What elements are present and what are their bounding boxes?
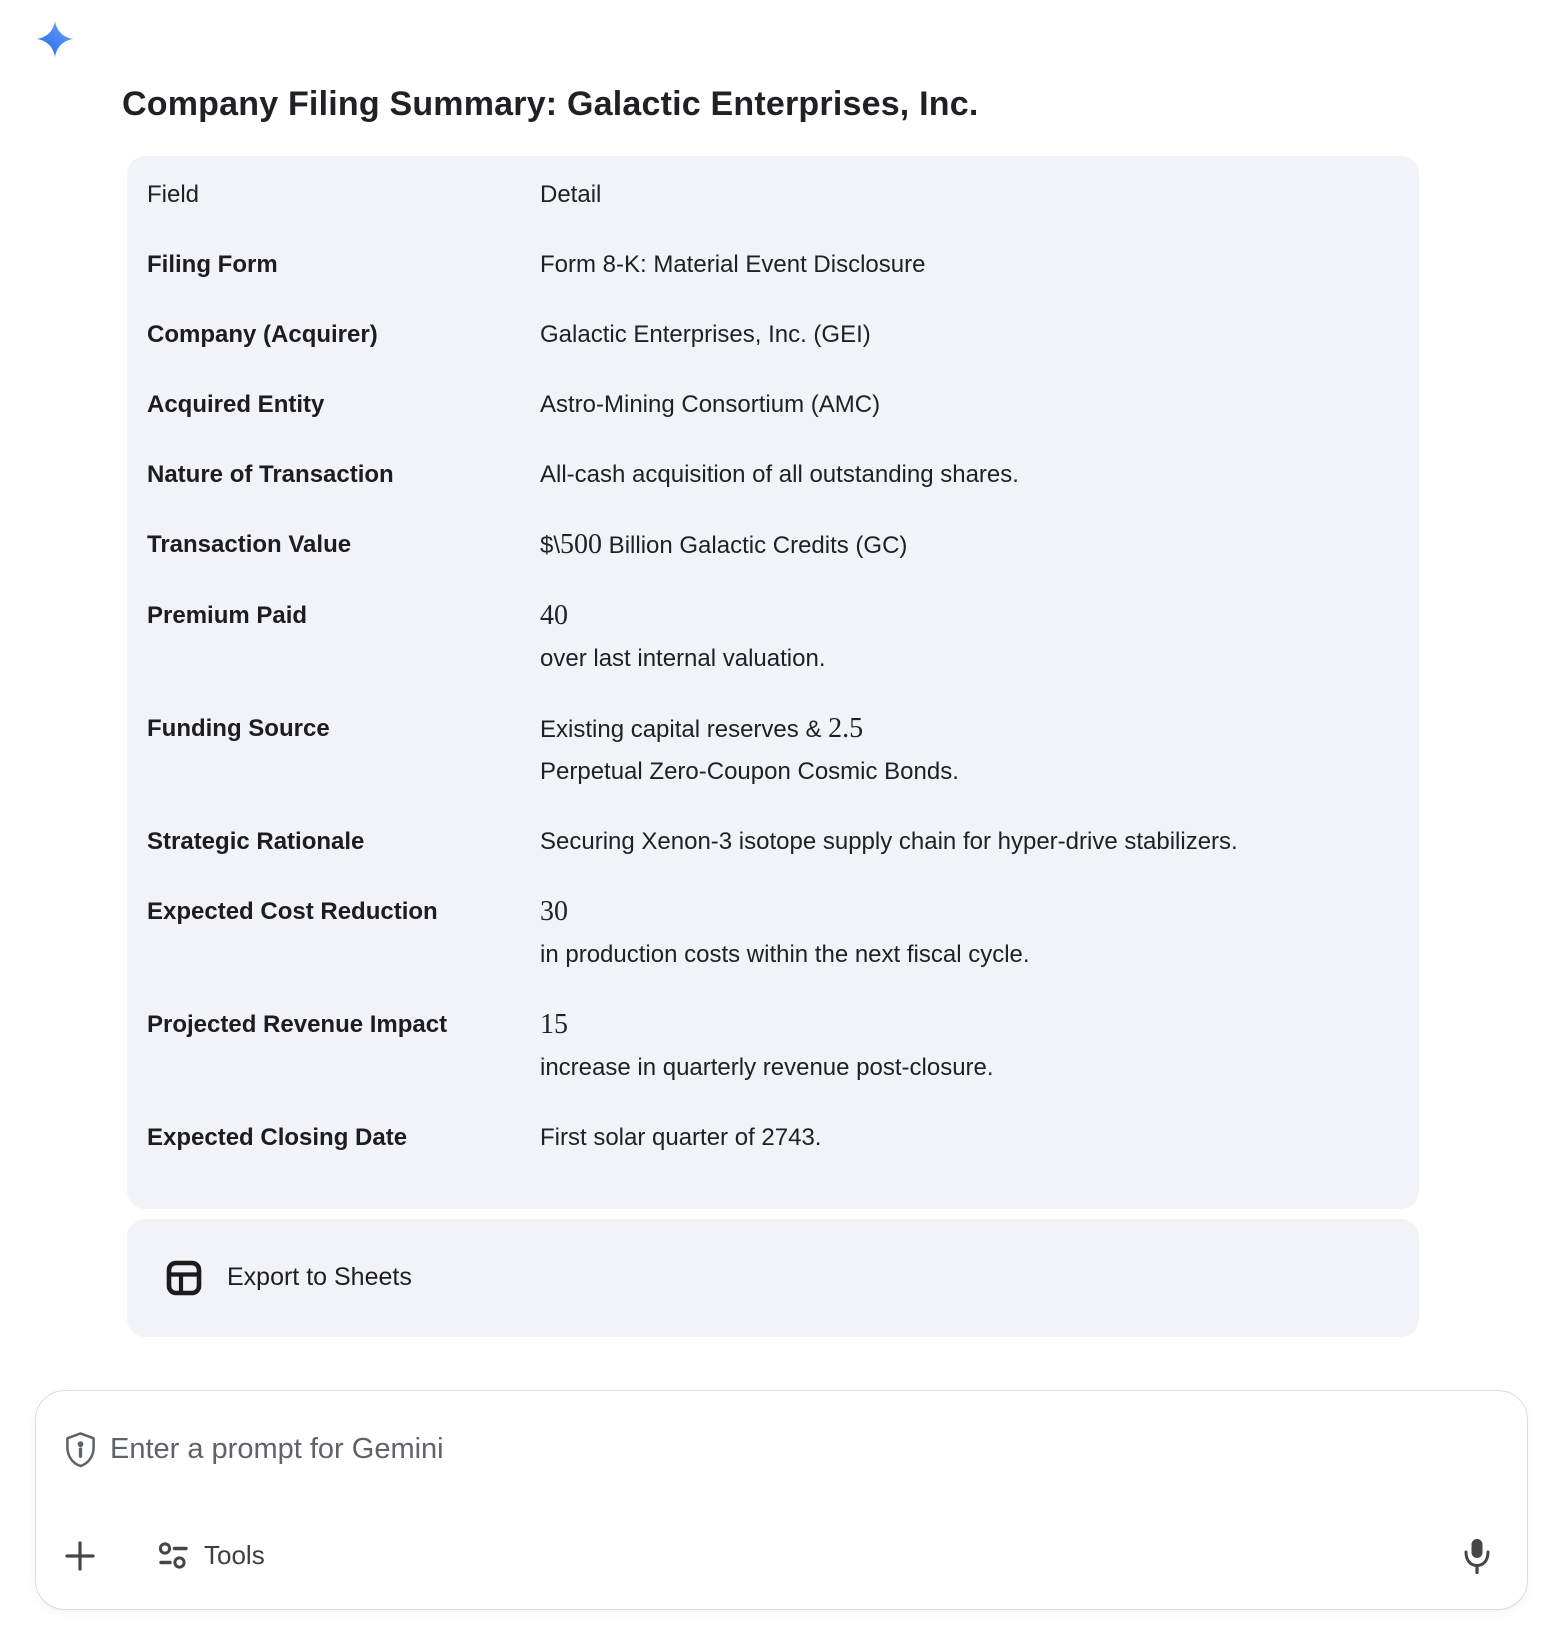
detail-line: Astro-Mining Consortium (AMC)	[540, 390, 881, 418]
table-row: Projected Revenue Impact 15 increase in qu…	[127, 990, 1419, 1103]
detail-line: 15	[540, 1008, 568, 1040]
page-title: Company Filing Summary: Galactic Enterpr…	[122, 85, 979, 123]
tune-icon	[158, 1542, 189, 1569]
detail-value: First solar quarter of 2743.	[540, 1117, 1393, 1159]
table-row: Premium Paid 40 over last internal valuati…	[127, 581, 1419, 694]
table-row: Filing Form Form 8-K: Material Event Disc…	[127, 230, 1419, 300]
field-label: Nature of Transaction	[147, 460, 394, 488]
prompt-input[interactable]: Enter a prompt for Gemini	[110, 1432, 444, 1465]
column-header-detail: Detail	[540, 180, 602, 208]
detail-value: 15 increase in quarterly revenue post-clo…	[540, 1004, 1393, 1089]
sheets-table-icon	[164, 1258, 204, 1298]
field-label: Company (Acquirer)	[147, 320, 378, 348]
detail-value: $\500 Billion Galactic Credits (GC)	[540, 524, 1393, 567]
tools-button[interactable]: Tools	[158, 1540, 265, 1571]
detail-value: 40 over last internal valuation.	[540, 595, 1393, 680]
table-row: Nature of Transaction All-cash acquisitio…	[127, 440, 1419, 510]
table-row: Expected Cost Reduction 30 in production c…	[127, 877, 1419, 990]
tools-label: Tools	[204, 1540, 265, 1571]
shield-icon	[64, 1431, 97, 1468]
detail-line: Securing Xenon-3 isotope supply chain fo…	[540, 827, 1238, 855]
export-to-sheets-button[interactable]: Export to Sheets	[127, 1218, 1419, 1337]
detail-value: Galactic Enterprises, Inc. (GEI)	[540, 314, 1393, 356]
add-button[interactable]	[64, 1540, 96, 1572]
field-label: Expected Closing Date	[147, 1123, 408, 1151]
field-label: Filing Form	[147, 250, 278, 278]
table-row: Company (Acquirer) Galactic Enterprises, …	[127, 300, 1419, 370]
detail-line: increase in quarterly revenue post-closu…	[540, 1053, 994, 1081]
gemini-sparkle-icon	[36, 20, 74, 58]
detail-line: $\500 Billion Galactic Credits (GC)	[540, 528, 908, 560]
detail-value: Form 8-K: Material Event Disclosure	[540, 244, 1393, 286]
field-label: Acquired Entity	[147, 390, 325, 418]
field-label: Transaction Value	[147, 530, 352, 558]
detail-value: All-cash acquisition of all outstanding …	[540, 454, 1393, 496]
field-label: Expected Cost Reduction	[147, 897, 438, 925]
detail-value: Astro-Mining Consortium (AMC)	[540, 384, 1393, 426]
detail-line: All-cash acquisition of all outstanding …	[540, 460, 1019, 488]
detail-value: Securing Xenon-3 isotope supply chain fo…	[540, 821, 1393, 863]
column-header-field: Field	[147, 180, 200, 208]
detail-value: 30 in production costs within the next fi…	[540, 891, 1393, 976]
mic-button[interactable]	[1461, 1537, 1493, 1575]
detail-line: Existing capital reserves & 2.5	[540, 712, 864, 744]
filing-summary-card: Field Detail Filing Form Form 8-K: Materi…	[127, 155, 1419, 1209]
field-label: Funding Source	[147, 714, 330, 742]
field-label: Strategic Rationale	[147, 827, 365, 855]
detail-line: First solar quarter of 2743.	[540, 1123, 822, 1151]
detail-value: Existing capital reserves & 2.5 Perpetual…	[540, 708, 1393, 793]
table-row: Transaction Value $\500 Billion Galactic …	[127, 510, 1419, 581]
microphone-icon	[1464, 1538, 1490, 1574]
field-label: Premium Paid	[147, 601, 308, 629]
table-row: Acquired Entity Astro-Mining Consortium (…	[127, 370, 1419, 440]
plus-icon	[65, 1541, 95, 1571]
prompt-bar: Enter a prompt for Gemini Too	[35, 1389, 1528, 1610]
gemini-chat-page: Company Filing Summary: Galactic Enterpr…	[0, 20, 1562, 1610]
table-row: Expected Closing Date First solar quarter…	[127, 1103, 1419, 1173]
detail-line: in production costs within the next fisc…	[540, 940, 1030, 968]
detail-line: 40	[540, 599, 568, 631]
table-body: Filing Form Form 8-K: Material Event Disc…	[127, 230, 1419, 1173]
export-label: Export to Sheets	[227, 1263, 412, 1292]
prompt-input-row: Enter a prompt for Gemini	[64, 1431, 1493, 1468]
detail-line: 30	[540, 895, 568, 927]
table-row: Funding Source Existing capital reserves …	[127, 694, 1419, 807]
table-row: Strategic Rationale Securing Xenon-3 isot…	[127, 807, 1419, 877]
table-header-row: Field Detail	[127, 160, 1419, 230]
detail-line: Galactic Enterprises, Inc. (GEI)	[540, 320, 871, 348]
detail-line: Form 8-K: Material Event Disclosure	[540, 250, 926, 278]
prompt-toolbar: Tools	[64, 1537, 1493, 1575]
detail-line: over last internal valuation.	[540, 644, 826, 672]
field-label: Projected Revenue Impact	[147, 1010, 448, 1038]
detail-line: Perpetual Zero-Coupon Cosmic Bonds.	[540, 757, 959, 785]
